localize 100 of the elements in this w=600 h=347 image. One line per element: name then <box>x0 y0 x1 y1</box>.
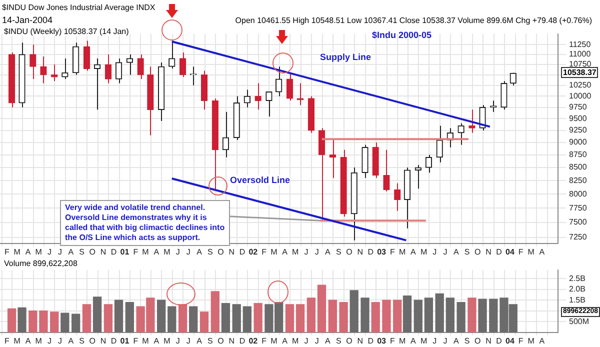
x-tick-label: N <box>486 336 492 346</box>
candlestick <box>425 154 432 174</box>
candlestick <box>394 182 401 212</box>
x-tick-label: F <box>390 247 396 256</box>
y-tick-label: 9250 <box>569 126 588 135</box>
candlestick <box>468 109 476 134</box>
x-tick-label: A <box>282 247 288 256</box>
x-tick-label: S <box>79 336 84 346</box>
x-tick-label: A <box>25 247 32 256</box>
x-tick-label: M <box>142 336 150 346</box>
x-tick-label: O <box>218 247 224 256</box>
x-tick-label: D <box>496 336 502 346</box>
x-tick-label: S <box>208 336 213 346</box>
y-tick-label: 11000 <box>569 50 592 59</box>
x-tick-label: O <box>89 247 96 256</box>
x-tick-label: O <box>474 336 481 346</box>
candlestick <box>126 54 133 76</box>
y-tick-label: 7250 <box>569 232 588 242</box>
candlestick <box>62 58 68 80</box>
annotation: $Indu 2000-05 <box>372 30 432 40</box>
candlestick <box>94 58 101 110</box>
bar <box>104 304 113 332</box>
x-tick-label: F <box>4 247 10 256</box>
bar <box>371 302 380 332</box>
text: 10538.37 <box>561 67 598 78</box>
x-tick-label: A <box>453 247 460 256</box>
x-tick-label: J <box>176 336 180 346</box>
y-tick-label: 2.5B <box>569 274 586 283</box>
x-tick-label: M <box>528 336 535 346</box>
y-tick-label: 10250 <box>569 80 592 90</box>
bar <box>28 310 38 332</box>
annotation: Supply Line <box>320 52 372 62</box>
x-tick-label: A <box>453 336 460 346</box>
x-tick-label: M <box>14 336 21 346</box>
x-tick-label: M <box>164 336 171 346</box>
candlestick <box>168 40 176 70</box>
x-tick-label: M <box>292 336 300 346</box>
x-tick-label: A <box>154 336 160 346</box>
x-tick-label: A <box>410 336 417 346</box>
bar <box>360 298 370 332</box>
bar <box>178 304 188 332</box>
bar <box>446 298 454 332</box>
chart-title: $INDU Dow Jones Industrial Average INDX <box>2 3 156 12</box>
annotation: $INDU (Weekly) 10538.37 (14 Jan) <box>4 27 129 36</box>
x-tick-label: A <box>196 336 203 346</box>
bar <box>210 291 220 332</box>
x-tick-label: F <box>133 336 138 346</box>
x-tick-label: J <box>186 336 190 346</box>
x-tick-label: M <box>420 336 428 346</box>
x-tick-label: M <box>420 247 428 256</box>
x-tick-label: 04 <box>506 336 515 346</box>
bar <box>382 300 391 332</box>
y-tick-label: 9750 <box>569 102 588 112</box>
bar <box>189 306 198 332</box>
candlestick <box>40 56 47 84</box>
x-tick-label: A <box>68 247 74 256</box>
x-tick-label: A <box>325 336 332 346</box>
x-tick-label: D <box>368 247 374 256</box>
bar <box>72 314 80 332</box>
x-tick-label: N <box>100 336 106 346</box>
bar <box>92 296 102 332</box>
x-tick-label: D <box>496 247 502 256</box>
bar <box>114 300 124 332</box>
x-tick-label: M <box>164 247 171 256</box>
y-tick-label: 1.5B <box>569 295 586 304</box>
candlestick <box>383 149 390 192</box>
x-tick-label: A <box>410 247 417 256</box>
bar <box>242 306 252 332</box>
bar <box>328 300 337 332</box>
x-tick-label: M <box>292 247 300 256</box>
candlestick <box>510 72 516 86</box>
x-tick-label: A <box>539 336 546 346</box>
x-tick-label: N <box>486 247 492 256</box>
x-tick-label: M <box>270 247 278 256</box>
chart-subtitle: 14-Jan-2004 <box>2 15 53 25</box>
bar <box>7 308 16 332</box>
x-tick-label: O <box>346 247 352 256</box>
bar <box>50 312 59 332</box>
y-tick-label: 9500 <box>569 114 588 123</box>
x-tick-label: J <box>47 247 52 256</box>
x-tick-label: J <box>304 247 308 256</box>
x-tick-label: N <box>357 247 364 256</box>
text: Open 10461.55 High 10548.51 Low 10367.41 Close 10538.37 Volume 899.6M Chg +79.48 (+0.76%) <box>235 16 592 25</box>
candlestick <box>414 164 422 190</box>
bar <box>285 304 294 332</box>
candlestick <box>286 72 294 102</box>
bar <box>402 295 412 332</box>
y-tick-label: 8750 <box>569 150 588 160</box>
x-tick-label: A <box>25 336 32 346</box>
x-tick-label: M <box>142 247 150 256</box>
x-tick-label: J <box>176 247 180 256</box>
x-tick-label: D <box>110 336 117 346</box>
bar <box>478 298 487 332</box>
x-tick-label: A <box>196 247 203 256</box>
x-tick-label: O <box>89 336 96 346</box>
candlestick <box>190 66 197 86</box>
x-tick-label: D <box>239 247 246 256</box>
x-tick-label: J <box>304 336 308 346</box>
annotation: Oversold Line <box>230 175 290 185</box>
x-tick-label: S <box>79 247 84 256</box>
